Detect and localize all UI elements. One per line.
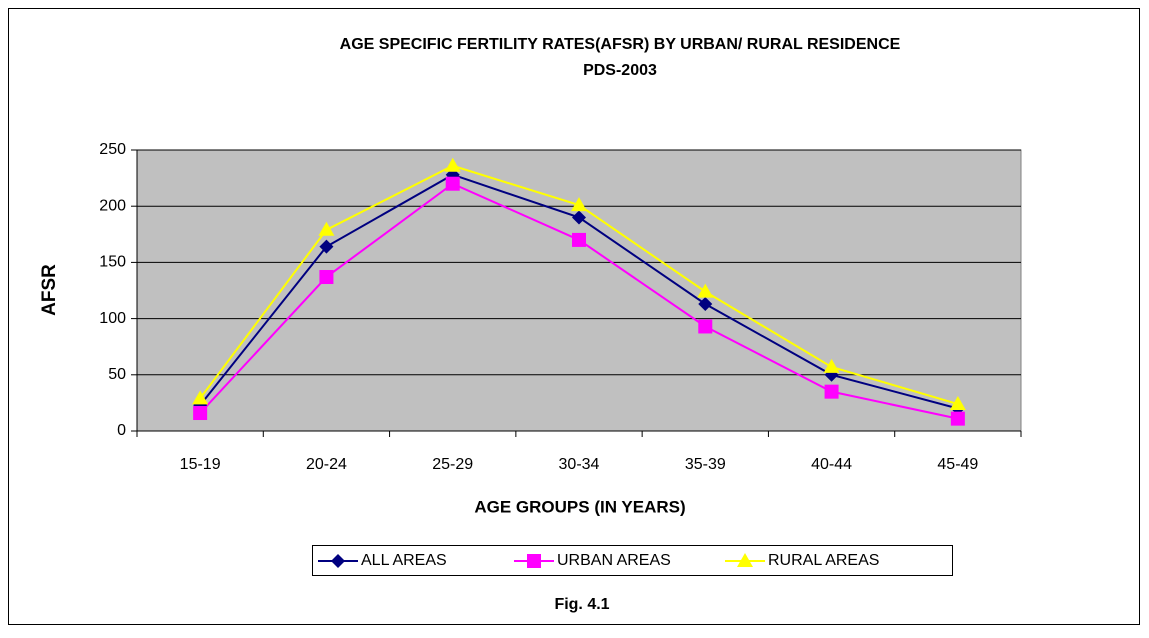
y-tick-label: 200 bbox=[99, 197, 126, 214]
legend-marker bbox=[331, 554, 345, 568]
caption: Fig. 4.1 bbox=[554, 596, 609, 613]
marker bbox=[824, 384, 839, 399]
marker bbox=[572, 210, 586, 225]
marker bbox=[950, 411, 965, 426]
x-tick-label: 20-24 bbox=[306, 456, 347, 473]
marker bbox=[193, 406, 208, 421]
chart-subtitle: PDS-2003 bbox=[583, 62, 657, 79]
legend-label: RURAL AREAS bbox=[768, 552, 879, 569]
marker bbox=[445, 176, 460, 191]
x-tick-label: 45-49 bbox=[937, 456, 978, 473]
legend-label: ALL AREAS bbox=[361, 552, 447, 569]
marker bbox=[823, 358, 840, 373]
x-tick-label: 30-34 bbox=[559, 456, 600, 473]
chart-title: AGE SPECIFIC FERTILITY RATES(AFSR) BY UR… bbox=[340, 36, 901, 53]
y-tick-label: 150 bbox=[99, 254, 126, 271]
y-tick-label: 50 bbox=[108, 366, 126, 383]
marker bbox=[697, 283, 714, 298]
y-tick-label: 100 bbox=[99, 310, 126, 327]
legend bbox=[312, 545, 953, 576]
y-tick-label: 0 bbox=[117, 422, 126, 439]
marker bbox=[318, 221, 335, 236]
marker bbox=[444, 157, 461, 172]
marker bbox=[698, 296, 713, 311]
x-tick-label: 15-19 bbox=[180, 456, 221, 473]
marker bbox=[571, 197, 587, 212]
x-tick-label: 35-39 bbox=[685, 456, 726, 473]
legend-label: URBAN AREAS bbox=[557, 552, 671, 569]
marker bbox=[572, 232, 586, 247]
legend-marker bbox=[527, 554, 541, 568]
y-axis-title: AFSR bbox=[39, 264, 60, 316]
marker bbox=[192, 390, 209, 405]
x-tick-label: 25-29 bbox=[432, 456, 473, 473]
x-tick-label: 40-44 bbox=[811, 456, 852, 473]
marker bbox=[949, 396, 966, 411]
marker bbox=[319, 239, 334, 254]
legend-marker bbox=[737, 553, 753, 567]
marker bbox=[319, 270, 334, 285]
marker bbox=[698, 319, 713, 334]
x-axis-title: AGE GROUPS (IN YEARS) bbox=[474, 497, 685, 516]
plot-area bbox=[136, 149, 1022, 432]
y-tick-label: 250 bbox=[99, 141, 126, 158]
